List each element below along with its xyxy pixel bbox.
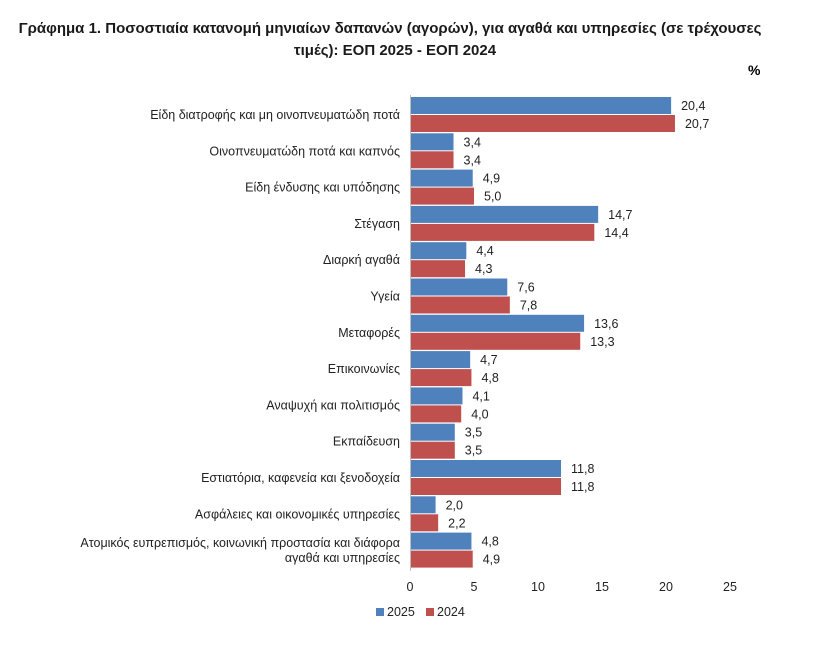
bar-2024: [411, 151, 454, 169]
data-label-2024: 4,8: [481, 371, 498, 385]
category-label: Εστιατόρια, καφενεία και ξενοδοχεία: [201, 471, 400, 485]
data-label-2025: 13,6: [594, 317, 618, 331]
bar-2024: [411, 514, 439, 532]
data-label-2025: 4,1: [472, 389, 489, 403]
bar-2024: [411, 187, 474, 205]
bar-2024: [411, 115, 675, 132]
data-label-2025: 4,7: [480, 353, 497, 367]
legend-swatch-2025: [376, 608, 384, 616]
bar-2025: [411, 314, 585, 332]
category-label: Είδη διατροφής και μη οινοπνευματώδη ποτ…: [150, 108, 400, 122]
bar-2025: [411, 242, 467, 260]
bar-2025: [411, 351, 471, 369]
bar-2025: [411, 97, 672, 114]
bar-2025: [411, 169, 473, 187]
data-label-2024: 20,7: [685, 117, 709, 131]
bar-2025: [411, 460, 562, 477]
category-label: Υγεία: [370, 290, 400, 304]
data-label-2025: 7,6: [517, 281, 534, 295]
bar-2025: [411, 532, 472, 550]
bar-2024: [411, 441, 455, 459]
bar-2025: [411, 278, 508, 296]
data-label-2024: 5,0: [484, 190, 501, 204]
bar-2025: [411, 496, 436, 514]
category-label: Ατομικός ευπρεπισμός, κοινωνική προστασί…: [80, 536, 400, 550]
bar-2024: [411, 223, 595, 241]
legend-swatch-2024: [426, 608, 434, 616]
bar-2025: [411, 387, 463, 405]
data-label-2025: 3,5: [465, 426, 482, 440]
unit-label: %: [748, 62, 761, 78]
x-tick-label: 10: [531, 580, 545, 594]
data-label-2025: 20,4: [681, 99, 705, 113]
bar-2025: [411, 205, 599, 223]
data-label-2024: 2,2: [448, 516, 465, 530]
x-tick-label: 15: [595, 580, 609, 594]
chart-title-line-2: τιμές): ΕΟΠ 2025 - ΕΟΠ 2024: [293, 42, 497, 59]
bar-2025: [411, 133, 454, 151]
bar-2025: [411, 423, 455, 441]
x-tick-label: 5: [471, 580, 478, 594]
data-label-2024: 3,4: [464, 153, 481, 167]
data-label-2025: 4,4: [476, 244, 493, 258]
bar-2024: [411, 332, 581, 350]
data-label-2024: 4,9: [483, 553, 500, 567]
x-tick-label: 0: [407, 580, 414, 594]
data-label-2024: 13,3: [590, 335, 614, 349]
category-label: Αναψυχή και πολιτισμός: [266, 398, 400, 412]
x-tick-label: 25: [723, 580, 737, 594]
data-label-2024: 4,3: [475, 262, 492, 276]
data-label-2024: 7,8: [520, 299, 537, 313]
bar-2024: [411, 550, 473, 568]
category-label: Στέγαση: [354, 217, 400, 231]
bar-2024: [411, 478, 562, 495]
category-label: Διαρκή αγαθά: [323, 253, 400, 267]
data-label-2025: 3,4: [464, 135, 481, 149]
bar-2024: [411, 296, 510, 314]
chart-title-line-1: Γράφημα 1. Ποσοστιαία κατανομή μηνιαίων …: [18, 20, 762, 37]
category-label: Είδη ένδυσης και υπόδησης: [245, 181, 400, 195]
legend-label-2025: 2025: [387, 605, 415, 619]
data-label-2025: 11,8: [571, 462, 594, 476]
category-label: Επικοινωνίες: [328, 362, 400, 376]
bar-2024: [411, 405, 462, 423]
data-label-2024: 11,8: [571, 480, 594, 494]
data-label-2025: 14,7: [608, 208, 632, 222]
category-label: Εκπαίδευση: [333, 435, 400, 449]
x-tick-label: 20: [659, 580, 673, 594]
legend-label-2024: 2024: [437, 605, 465, 619]
category-label: αγαθά και υπηρεσίες: [285, 551, 400, 565]
category-label: Μεταφορές: [338, 326, 400, 340]
data-label-2024: 14,4: [604, 226, 628, 240]
category-label: Ασφάλειες και οικονομικές υπηρεσίες: [195, 507, 400, 521]
data-label-2025: 2,0: [446, 498, 463, 512]
data-label-2024: 3,5: [465, 444, 482, 458]
data-label-2024: 4,0: [471, 407, 488, 421]
bar-2024: [411, 260, 466, 278]
category-label: Οινοπνευματώδη ποτά και καπνός: [209, 144, 400, 158]
bar-2024: [411, 369, 472, 387]
data-label-2025: 4,9: [483, 172, 500, 186]
data-label-2025: 4,8: [481, 535, 498, 549]
chart-title: Γράφημα 1. Ποσοστιαία κατανομή μηνιαίων …: [0, 18, 780, 62]
